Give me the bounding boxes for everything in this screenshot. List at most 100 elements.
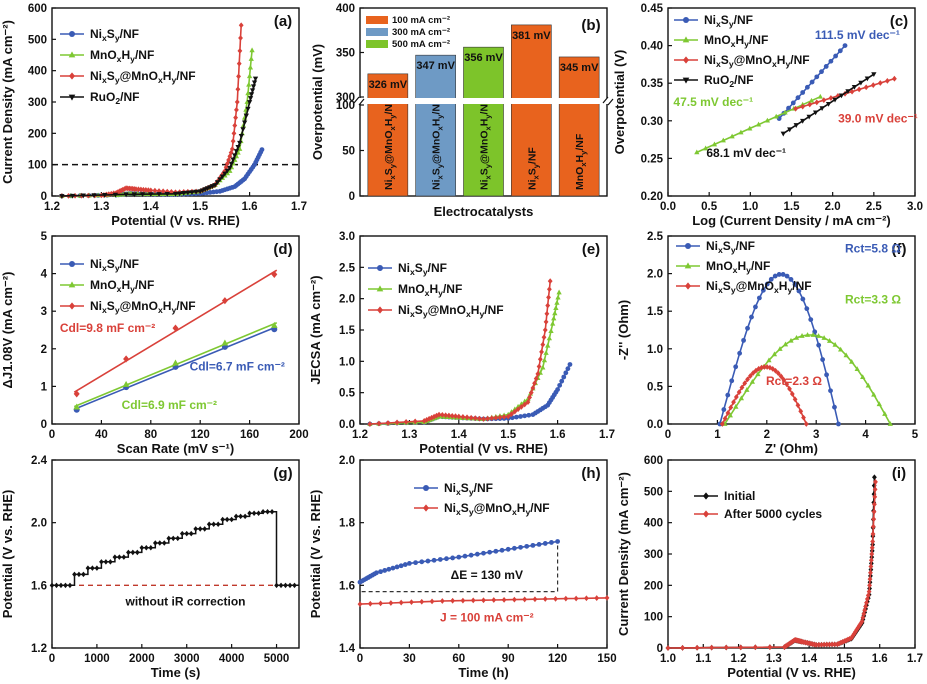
data-point [248, 56, 254, 61]
panel-g: 0 1000 2000 3000 4000 5000 1.2 1.6 2.0 2.4 Time (s… [0, 455, 300, 680]
data-point [398, 599, 404, 606]
bar-value-label: 381 mV [512, 30, 551, 42]
data-point [493, 548, 499, 554]
data-point [872, 474, 877, 481]
bar-category-label: MnOx​Hy​/NF [574, 133, 588, 190]
data-point [737, 350, 743, 356]
data-point [778, 373, 784, 380]
y-tick-label: 2.0 [339, 294, 355, 306]
x-tick-label: 1.6 [550, 429, 566, 441]
data-point [773, 367, 778, 374]
data-point [374, 570, 379, 576]
data-point [514, 414, 519, 420]
data-point [790, 100, 796, 106]
y-tick-label: 100 [28, 160, 47, 172]
data-point [694, 644, 700, 651]
data-point [148, 187, 154, 194]
data-point [870, 523, 876, 530]
data-point [246, 100, 253, 105]
legend-entry: 500 mA cm⁻² [392, 39, 450, 50]
data-point [755, 371, 761, 377]
data-point [499, 547, 505, 553]
data-point [773, 113, 779, 119]
data-point [870, 531, 876, 537]
data-point [727, 412, 733, 418]
data-point [237, 47, 243, 54]
data-point [446, 412, 452, 419]
data-point [429, 414, 435, 421]
data-point [528, 389, 534, 396]
data-point [849, 358, 855, 364]
legend-marker [69, 302, 75, 310]
data-point [820, 357, 826, 362]
x-tick-label: 160 [240, 429, 259, 441]
data-point [555, 387, 560, 392]
data-point [725, 410, 731, 416]
data-point [522, 413, 528, 419]
axis-break-mark [602, 96, 614, 106]
data-point [460, 597, 466, 604]
data-point [382, 568, 388, 573]
data-point [434, 412, 439, 419]
data-point [872, 501, 877, 508]
y-tick-label: 200 [28, 128, 47, 140]
y-tick-label: 2.4 [31, 455, 48, 467]
legend-entry: 100 mA cm⁻² [392, 15, 450, 26]
data-point [131, 192, 137, 198]
data-point [367, 421, 373, 427]
data-point [871, 72, 877, 78]
data-point [721, 407, 727, 412]
data-point [214, 180, 221, 186]
data-point [871, 516, 877, 523]
y-tick-label: 2.0 [647, 269, 663, 281]
data-point [419, 598, 425, 605]
data-point [148, 192, 154, 197]
data-point [450, 555, 456, 561]
data-point [468, 552, 474, 558]
legend-entry: Nix​Sy​@MnOx​Hy​/NF [90, 69, 196, 85]
legend-marker [703, 492, 709, 500]
data-point [871, 391, 877, 397]
data-point [185, 190, 191, 196]
legend-entry: RuO2​/NF [704, 73, 753, 89]
data-point [112, 192, 119, 198]
data-point [152, 187, 158, 194]
data-point [739, 384, 745, 391]
data-point [436, 411, 442, 418]
data-point [824, 641, 830, 648]
data-point [247, 96, 254, 101]
legend-entry: Nix​Sy​/NF [398, 261, 447, 277]
x-tick-label: 1.3 [766, 653, 782, 665]
data-point [787, 127, 793, 133]
data-point [221, 297, 228, 305]
data-point [877, 80, 883, 86]
data-point [474, 551, 480, 557]
panel-f: 0 1 2 3 4 5 0.0 0.5 1.0 1.5 2.0 2.5 Z' (Ohm) -Z'' (Oh… [616, 231, 919, 456]
x-tick-label: 2.0 [825, 201, 841, 213]
data-point [212, 183, 218, 188]
data-point [501, 414, 507, 420]
data-point [819, 641, 824, 648]
y-tick-label: 1 [41, 381, 48, 393]
data-point [546, 335, 553, 341]
data-point [481, 416, 486, 422]
axis-break-band [356, 98, 611, 104]
data-point [781, 377, 787, 383]
x-tick-label: 1.4 [801, 653, 818, 665]
data-point [554, 299, 560, 305]
data-point [390, 565, 396, 571]
data-point [745, 376, 750, 383]
data-point [808, 317, 814, 323]
data-point [542, 596, 548, 602]
bar-category-label: Nix​Sy​@MnOx​Hy​/NF [383, 97, 397, 190]
x-tick-label: 0 [49, 653, 55, 665]
bar-value-label: 345 mV [560, 62, 599, 74]
data-point [217, 177, 223, 183]
data-point [164, 191, 170, 197]
data-point [738, 644, 744, 651]
x-tick-label: 1.2 [44, 201, 60, 213]
data-point [511, 596, 517, 603]
data-point [505, 546, 511, 552]
data-point [443, 412, 449, 419]
legend-marker [68, 51, 76, 58]
